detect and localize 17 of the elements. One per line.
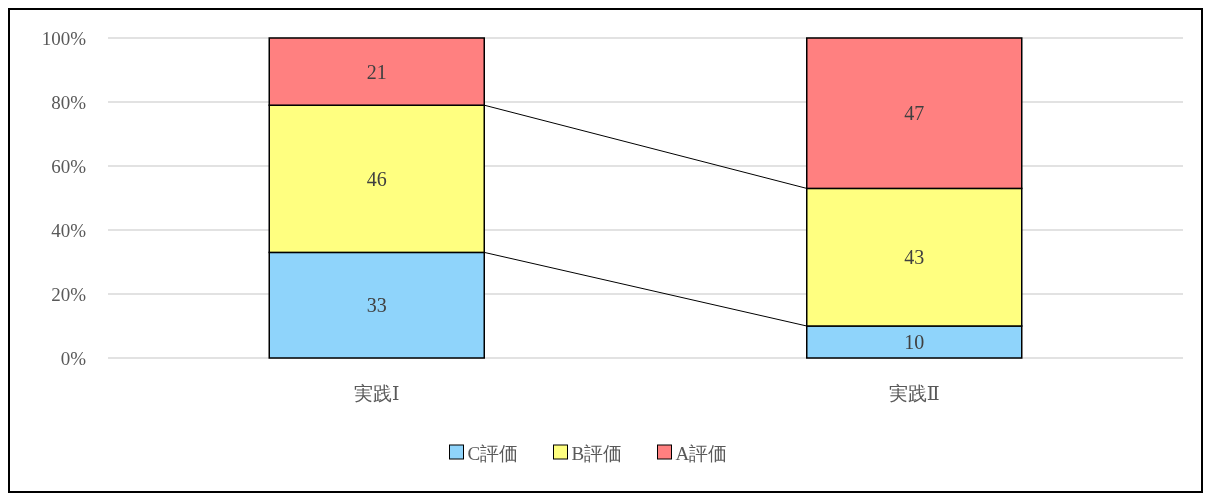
data-label: 46 bbox=[366, 167, 387, 190]
data-label: 10 bbox=[904, 331, 925, 353]
legend-label: C評価 bbox=[467, 442, 519, 464]
data-label: 21 bbox=[366, 60, 387, 83]
y-tick-label: 0% bbox=[60, 347, 87, 369]
x-tick-label: 実践Ⅰ bbox=[353, 383, 400, 404]
data-label: 43 bbox=[904, 246, 925, 269]
y-tick-label: 60% bbox=[51, 155, 87, 177]
x-tick-label: 実践Ⅱ bbox=[888, 383, 940, 404]
y-tick-label: 100% bbox=[41, 27, 87, 49]
y-tick-label: 20% bbox=[51, 283, 87, 305]
legend-label: A評価 bbox=[675, 442, 728, 464]
y-tick-label: 40% bbox=[51, 219, 87, 241]
data-label: 47 bbox=[904, 102, 925, 125]
legend-label: B評価 bbox=[571, 442, 623, 464]
y-tick-label: 80% bbox=[51, 91, 87, 113]
data-label: 33 bbox=[366, 294, 387, 317]
